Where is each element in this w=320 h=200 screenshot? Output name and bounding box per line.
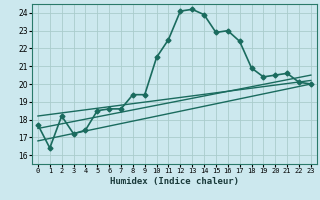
X-axis label: Humidex (Indice chaleur): Humidex (Indice chaleur)	[110, 177, 239, 186]
